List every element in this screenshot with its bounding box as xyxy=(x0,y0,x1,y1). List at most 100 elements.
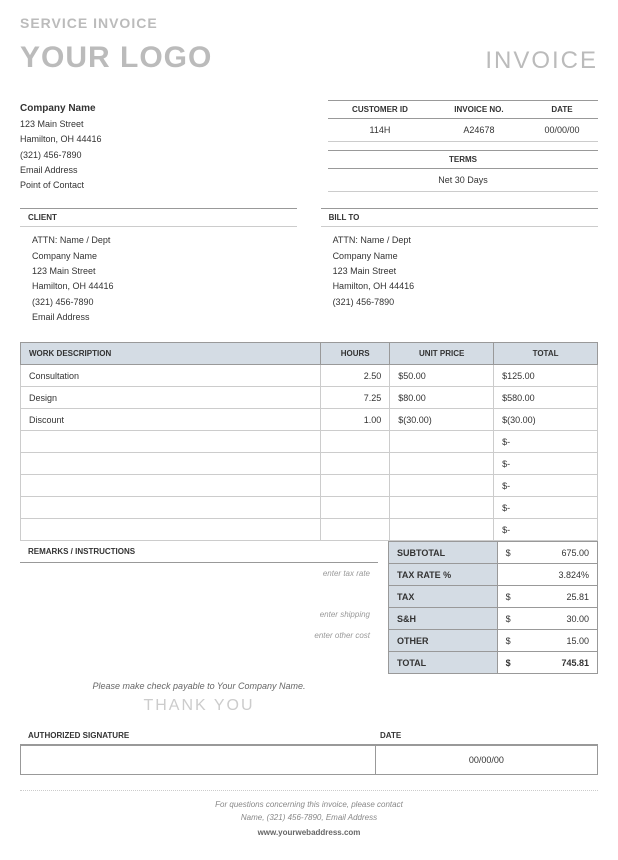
work-cell-desc xyxy=(21,431,321,453)
section-title: SERVICE INVOICE xyxy=(20,15,598,31)
totals-box: SUBTOTAL$675.00 TAX RATE %3.824% TAX$25.… xyxy=(388,541,598,715)
taxrate-label: TAX RATE % xyxy=(389,564,498,586)
currency-symbol: $ xyxy=(506,548,511,558)
work-row: Discount1.00$(30.00)$(30.00) xyxy=(21,409,598,431)
work-row: $- xyxy=(21,519,598,541)
work-cell-price xyxy=(390,497,494,519)
subtotal-label: SUBTOTAL xyxy=(389,542,498,564)
footer: For questions concerning this invoice, p… xyxy=(20,790,598,839)
customer-id-header: CUSTOMER ID xyxy=(328,101,432,119)
work-cell-desc: Consultation xyxy=(21,365,321,387)
currency-symbol: $ xyxy=(506,658,511,668)
billto-phone: (321) 456-7890 xyxy=(333,295,586,310)
summary-row: REMARKS / INSTRUCTIONS enter tax rate en… xyxy=(20,541,598,715)
date-value: 00/00/00 xyxy=(526,119,598,142)
footer-line1: For questions concerning this invoice, p… xyxy=(20,799,598,812)
work-cell-total: $(30.00) xyxy=(494,409,598,431)
company-name: Company Name xyxy=(20,100,102,117)
client-email: Email Address xyxy=(32,310,285,325)
other-label: OTHER xyxy=(389,630,498,652)
work-row: Consultation2.50$50.00$125.00 xyxy=(21,365,598,387)
client-block: CLIENT ATTN: Name / Dept Company Name 12… xyxy=(20,208,297,327)
footer-web: www.yourwebaddress.com xyxy=(20,827,598,840)
work-cell-total: $125.00 xyxy=(494,365,598,387)
work-cell-total: $- xyxy=(494,519,598,541)
work-row: Design7.25$80.00$580.00 xyxy=(21,387,598,409)
billto-attn: ATTN: Name / Dept xyxy=(333,233,586,248)
customer-id-value: 114H xyxy=(328,119,432,142)
parties: CLIENT ATTN: Name / Dept Company Name 12… xyxy=(20,208,598,327)
company-contact: Point of Contact xyxy=(20,178,102,193)
signature-headers: AUTHORIZED SIGNATURE DATE xyxy=(20,727,598,745)
currency-symbol: $ xyxy=(506,592,511,602)
work-cell-hours xyxy=(321,519,390,541)
top-info: Company Name 123 Main Street Hamilton, O… xyxy=(20,100,598,193)
other-value: 15.00 xyxy=(566,636,589,646)
work-cell-price: $(30.00) xyxy=(390,409,494,431)
work-cell-desc xyxy=(21,475,321,497)
billto-company: Company Name xyxy=(333,249,586,264)
work-cell-desc xyxy=(21,453,321,475)
auth-signature-field[interactable] xyxy=(20,745,375,775)
work-cell-desc: Design xyxy=(21,387,321,409)
auth-signature-label: AUTHORIZED SIGNATURE xyxy=(20,727,372,745)
work-header-hours: HOURS xyxy=(321,343,390,365)
work-row: $- xyxy=(21,453,598,475)
billto-street: 123 Main Street xyxy=(333,264,586,279)
work-cell-hours xyxy=(321,431,390,453)
work-row: $- xyxy=(21,475,598,497)
signature-date-field[interactable]: 00/00/00 xyxy=(375,745,598,775)
work-cell-price xyxy=(390,453,494,475)
work-cell-desc xyxy=(21,497,321,519)
remarks-label: REMARKS / INSTRUCTIONS xyxy=(20,541,378,563)
terms-value: Net 30 Days xyxy=(328,169,598,192)
client-company: Company Name xyxy=(32,249,285,264)
work-cell-total: $- xyxy=(494,497,598,519)
client-label: CLIENT xyxy=(20,208,297,227)
work-cell-price: $80.00 xyxy=(390,387,494,409)
work-cell-hours: 1.00 xyxy=(321,409,390,431)
work-cell-hours xyxy=(321,475,390,497)
invoice-no-value: A24678 xyxy=(432,119,526,142)
header-row: YOUR LOGO INVOICE xyxy=(20,41,598,75)
work-header-desc: WORK DESCRIPTION xyxy=(21,343,321,365)
payable-note: Please make check payable to Your Compan… xyxy=(20,646,378,691)
sh-label: S&H xyxy=(389,608,498,630)
billto-city: Hamilton, OH 44416 xyxy=(333,279,586,294)
total-label: TOTAL xyxy=(389,652,498,674)
currency-symbol: $ xyxy=(506,636,511,646)
remarks-box: REMARKS / INSTRUCTIONS enter tax rate en… xyxy=(20,541,388,715)
work-cell-total: $- xyxy=(494,431,598,453)
work-cell-desc: Discount xyxy=(21,409,321,431)
hint-other: enter other cost xyxy=(20,625,378,646)
hint-ship: enter shipping xyxy=(20,604,378,625)
taxrate-value: 3.824% xyxy=(497,564,597,586)
billto-label: BILL TO xyxy=(321,208,598,227)
company-street: 123 Main Street xyxy=(20,117,102,132)
sh-value: 30.00 xyxy=(566,614,589,624)
work-cell-hours: 7.25 xyxy=(321,387,390,409)
work-row: $- xyxy=(21,497,598,519)
signature-fields: 00/00/00 xyxy=(20,745,598,775)
terms-header: TERMS xyxy=(328,150,598,169)
date-header: DATE xyxy=(526,101,598,119)
company-city: Hamilton, OH 44416 xyxy=(20,132,102,147)
total-value: 745.81 xyxy=(561,658,589,668)
thank-you: THANK YOU xyxy=(20,697,378,715)
work-row: $- xyxy=(21,431,598,453)
invoice-label: INVOICE xyxy=(485,47,598,75)
client-attn: ATTN: Name / Dept xyxy=(32,233,285,248)
work-table: WORK DESCRIPTION HOURS UNIT PRICE TOTAL … xyxy=(20,342,598,541)
work-cell-hours xyxy=(321,497,390,519)
signature-date-label: DATE xyxy=(372,727,598,745)
company-info: Company Name 123 Main Street Hamilton, O… xyxy=(20,100,102,193)
client-city: Hamilton, OH 44416 xyxy=(32,279,285,294)
work-cell-desc xyxy=(21,519,321,541)
work-cell-price: $50.00 xyxy=(390,365,494,387)
tax-label: TAX xyxy=(389,586,498,608)
billto-block: BILL TO ATTN: Name / Dept Company Name 1… xyxy=(321,208,598,327)
footer-line2: Name, (321) 456-7890, Email Address xyxy=(20,812,598,825)
work-cell-price xyxy=(390,519,494,541)
meta-table: CUSTOMER ID INVOICE NO. DATE 114H A24678… xyxy=(328,100,598,142)
work-cell-price xyxy=(390,475,494,497)
